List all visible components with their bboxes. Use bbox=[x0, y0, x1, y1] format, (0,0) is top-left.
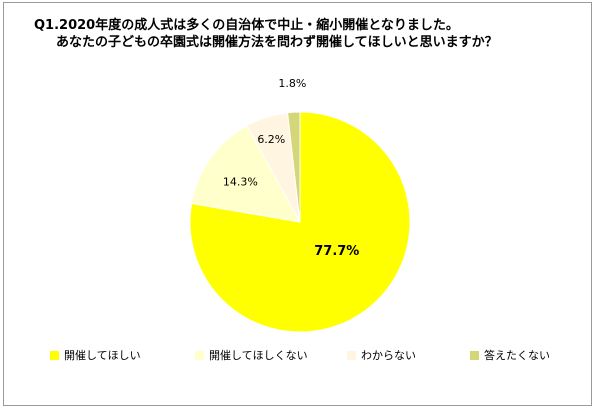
legend-swatch-4 bbox=[470, 350, 479, 360]
legend-item-3: わからない bbox=[347, 347, 416, 363]
pie-slice-2 bbox=[191, 124, 301, 223]
pie-labels: 77.7% 14.3% 6.2% 1.8% bbox=[223, 77, 359, 259]
legend-label-4: 答えたくない bbox=[484, 349, 550, 362]
legend-item-1: 開催してほしい bbox=[50, 347, 141, 363]
chart-legend: 開催してほしい 開催してほしくない わからない 答えたくない bbox=[50, 347, 570, 365]
legend-swatch-1 bbox=[50, 350, 59, 360]
legend-item-2: 開催してほしくない bbox=[195, 347, 308, 363]
legend-label-1: 開催してほしい bbox=[64, 349, 141, 362]
chart-title-line2: あなたの子どもの卒園式は開催方法を問わず開催してほしいと思いますか？ bbox=[56, 35, 498, 50]
pie-label-2: 14.3% bbox=[223, 175, 258, 188]
chart-title: Q1.2020年度の成人式は多くの自治体で中止・縮小開催となりました。 あなたの… bbox=[34, 17, 574, 51]
pie-slice-4 bbox=[287, 111, 301, 223]
pie-label-1: 77.7% bbox=[314, 244, 359, 259]
chart-title-line1: Q1.2020年度の成人式は多くの自治体で中止・縮小開催となりました。 bbox=[34, 18, 459, 33]
legend-swatch-3 bbox=[347, 350, 356, 360]
legend-label-2: 開催してほしくない bbox=[209, 349, 308, 362]
legend-swatch-2 bbox=[195, 350, 204, 360]
pie-label-4: 1.8% bbox=[278, 77, 306, 90]
legend-label-3: わからない bbox=[361, 349, 416, 362]
pie-slices bbox=[189, 111, 411, 333]
legend-item-4: 答えたくない bbox=[470, 347, 550, 363]
pie-label-3: 6.2% bbox=[257, 133, 285, 146]
